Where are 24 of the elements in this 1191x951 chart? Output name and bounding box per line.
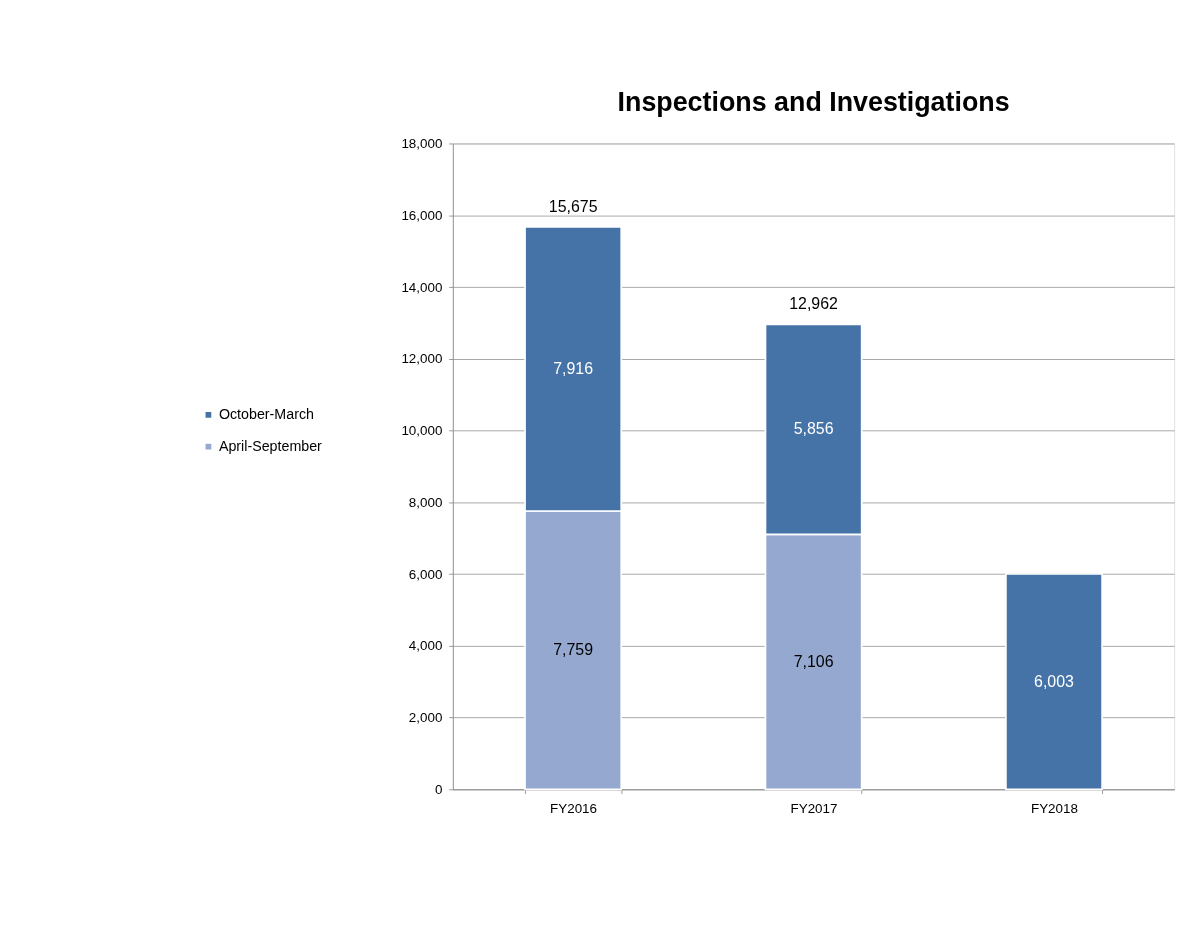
y-tick-label: 4,000 xyxy=(408,638,443,654)
total-label: 15,675 xyxy=(548,197,598,215)
y-tick-label: 10,000 xyxy=(401,423,443,439)
legend-label: April-September xyxy=(218,437,323,454)
x-tick-label: FY2016 xyxy=(550,801,598,817)
x-tick-label: FY2017 xyxy=(790,801,838,817)
x-tick-label: FY2018 xyxy=(1030,801,1078,817)
chart-title: Inspections and Investigations xyxy=(617,86,1010,117)
data-label: 7,759 xyxy=(553,641,594,659)
legend-label: October-March xyxy=(218,406,314,423)
y-tick-label: 0 xyxy=(434,781,443,797)
y-tick-label: 18,000 xyxy=(401,136,443,152)
bar xyxy=(1005,573,1103,791)
data-label: 5,856 xyxy=(793,420,834,438)
y-tick-label: 12,000 xyxy=(401,351,443,367)
y-tick-label: 8,000 xyxy=(408,494,443,510)
y-tick-label: 6,000 xyxy=(408,566,443,582)
y-tick-label: 14,000 xyxy=(401,279,443,295)
data-label: 7,106 xyxy=(793,652,834,670)
y-tick-label: 2,000 xyxy=(408,710,443,726)
total-label: 12,962 xyxy=(789,295,839,313)
y-tick-label: 16,000 xyxy=(401,207,443,223)
data-label: 6,003 xyxy=(1034,672,1075,690)
data-label: 7,916 xyxy=(553,360,594,377)
